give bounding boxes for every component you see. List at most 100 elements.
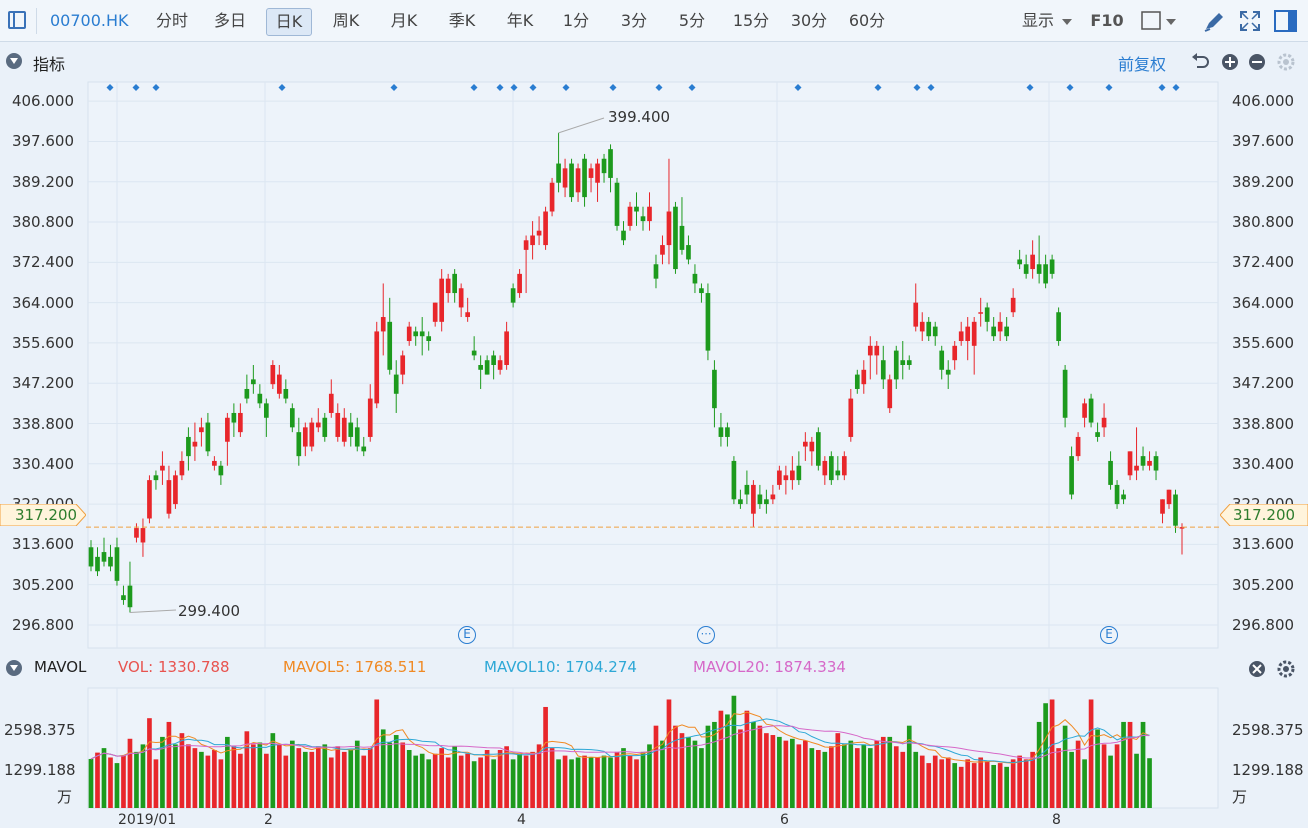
period-tab[interactable]: 周K: [332, 11, 360, 30]
volume-bar: [302, 751, 308, 808]
collapse-volume-icon[interactable]: [6, 660, 22, 676]
volume-bar: [634, 759, 639, 808]
candle-body: [400, 355, 406, 375]
candle: [777, 465, 782, 490]
zoom-out-icon[interactable]: [1249, 54, 1265, 70]
candle-body: [556, 163, 561, 183]
volume-bar: [608, 757, 613, 808]
period-tab[interactable]: 1分: [562, 11, 590, 30]
candle: [725, 422, 730, 447]
candle-body: [1049, 259, 1055, 274]
event-dot: [106, 84, 114, 91]
candle-body: [523, 240, 529, 250]
candle: [1017, 249, 1022, 270]
period-tab[interactable]: 日K: [266, 8, 312, 36]
volume-bar: [153, 759, 159, 808]
period-tab[interactable]: 多日: [213, 11, 246, 30]
candle: [887, 374, 893, 413]
candle-body: [1010, 297, 1016, 313]
period-tab[interactable]: 季K: [448, 11, 476, 30]
volume-bar: [965, 759, 971, 808]
period-tab[interactable]: 月K: [390, 11, 418, 30]
collapse-indicator-icon[interactable]: [6, 53, 22, 69]
more-events-marker[interactable]: ⋯: [697, 626, 715, 644]
period-tab[interactable]: 5分: [678, 11, 706, 30]
candle: [679, 197, 685, 255]
volume-bar: [1017, 755, 1022, 808]
volume-tick-left: 2598.375: [4, 721, 76, 739]
volume-bar: [699, 748, 704, 808]
candle: [244, 374, 250, 404]
volume-bar: [841, 744, 847, 808]
panel-toggle-button[interactable]: [1273, 9, 1299, 33]
candle: [822, 456, 828, 485]
price-tick-right: 380.800: [1232, 213, 1295, 232]
candle-body: [484, 360, 490, 375]
candle-body: [1153, 456, 1159, 471]
candle: [439, 269, 445, 332]
price-tick-left: 347.200: [11, 374, 74, 393]
earnings-event-marker[interactable]: E: [458, 626, 476, 644]
candle-body: [127, 585, 133, 608]
volume-bar: [673, 725, 678, 808]
candle: [225, 412, 230, 466]
close-icon[interactable]: [1249, 661, 1265, 677]
candle-body: [322, 417, 328, 437]
expand-icon: [1240, 11, 1260, 31]
candle-body: [835, 470, 841, 476]
candle-body: [380, 317, 386, 332]
candle: [315, 408, 321, 433]
zoom-in-icon[interactable]: [1222, 54, 1238, 70]
candle: [134, 523, 139, 543]
ticker-symbol[interactable]: 00700.HK: [50, 11, 129, 30]
event-dot: [655, 84, 663, 91]
chart-style-button[interactable]: [1141, 9, 1181, 33]
event-dot: [1158, 84, 1166, 91]
period-tab[interactable]: 15分: [732, 11, 770, 30]
indicator-label: 指标: [33, 55, 66, 74]
f10-button[interactable]: F10: [1090, 11, 1124, 30]
vol-label: VOL: 1330.788: [118, 658, 230, 676]
candle: [160, 451, 165, 485]
price-tick-right: 355.600: [1232, 333, 1295, 352]
candle-body: [225, 417, 230, 442]
period-tab[interactable]: 分时: [155, 11, 188, 30]
volume-bar: [1108, 755, 1113, 808]
price-adjust-button[interactable]: 前复权: [1118, 55, 1167, 74]
period-tab[interactable]: 60分: [848, 11, 886, 30]
candle: [608, 144, 613, 193]
candle-body: [478, 365, 483, 370]
candle: [432, 302, 438, 327]
chevron-down-icon: [1062, 18, 1073, 25]
candle-body: [595, 163, 600, 183]
period-tab[interactable]: 年K: [506, 11, 534, 30]
volume-bar: [803, 740, 808, 808]
period-tab[interactable]: 3分: [620, 11, 648, 30]
volume-bar: [517, 753, 522, 808]
candle-body: [932, 326, 938, 337]
candle: [783, 465, 789, 495]
volume-bar: [218, 759, 224, 808]
earnings-event-marker[interactable]: E: [1100, 626, 1118, 644]
candle: [1023, 254, 1029, 279]
volume-bar: [471, 761, 477, 808]
volume-unit-right: 万: [1232, 788, 1248, 806]
candle: [1160, 499, 1165, 524]
candle-body: [491, 355, 496, 365]
mavol20-label-text: MAVOL20:: [693, 658, 770, 676]
settings-icon[interactable]: [1277, 660, 1295, 678]
display-menu-button[interactable]: 显示: [1018, 8, 1076, 34]
period-tab[interactable]: 30分: [790, 11, 828, 30]
sidebar-toggle-icon[interactable]: [8, 11, 26, 29]
fullscreen-button[interactable]: [1238, 9, 1262, 33]
candle: [764, 489, 769, 514]
event-dot: [688, 84, 696, 91]
volume-bar: [1134, 753, 1139, 808]
volume-bar: [932, 755, 938, 808]
draw-tool-button[interactable]: [1202, 9, 1226, 33]
candle: [621, 221, 626, 246]
undo-icon[interactable]: [1192, 53, 1209, 68]
settings-icon[interactable]: [1277, 53, 1295, 71]
candle: [309, 417, 315, 452]
volume-bar: [971, 763, 977, 808]
